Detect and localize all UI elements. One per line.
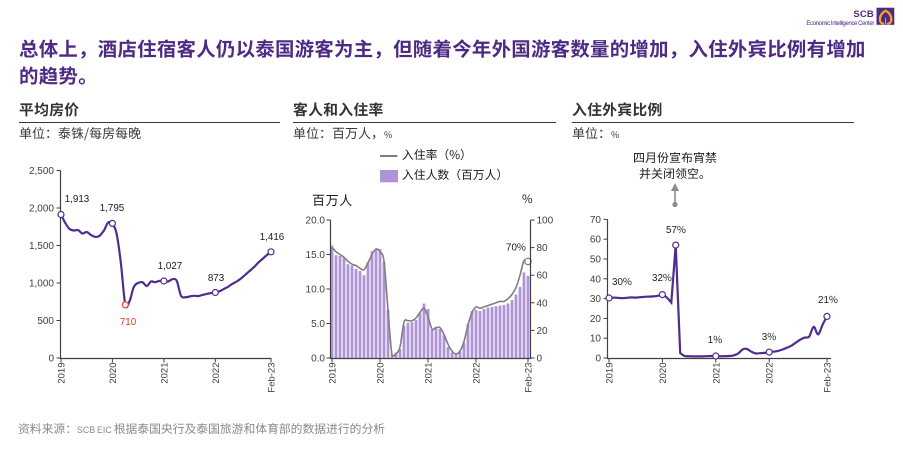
svg-text:0: 0 [48, 350, 54, 365]
svg-text:3%: 3% [762, 329, 776, 343]
svg-text:2021: 2021 [421, 363, 435, 384]
svg-text:2020: 2020 [373, 363, 387, 384]
svg-text:60: 60 [590, 231, 602, 246]
svg-text:0: 0 [537, 350, 543, 365]
svg-text:873: 873 [208, 270, 225, 284]
svg-text:2019: 2019 [325, 363, 339, 384]
svg-text:2020: 2020 [655, 363, 669, 384]
svg-text:1,027: 1,027 [158, 258, 183, 272]
svg-text:80: 80 [537, 239, 549, 254]
svg-text:15.0: 15.0 [306, 246, 326, 261]
svg-text:2019: 2019 [602, 363, 616, 384]
svg-text:2021: 2021 [156, 363, 170, 384]
svg-text:500: 500 [37, 312, 54, 327]
svg-text:70: 70 [590, 211, 602, 226]
svg-text:Feb-23: Feb-23 [521, 363, 535, 393]
svg-text:2022: 2022 [469, 363, 483, 384]
svg-text:10.0: 10.0 [306, 281, 326, 296]
svg-text:710: 710 [120, 314, 137, 328]
svg-text:1,416: 1,416 [260, 229, 285, 243]
svg-text:20: 20 [537, 322, 549, 337]
svg-text:Feb-23: Feb-23 [820, 363, 834, 393]
svg-text:50: 50 [590, 251, 602, 266]
svg-text:2,500: 2,500 [29, 162, 54, 177]
svg-text:10: 10 [590, 330, 602, 345]
svg-text:2022: 2022 [762, 363, 776, 384]
svg-text:Feb-23: Feb-23 [264, 363, 278, 393]
svg-text:30: 30 [590, 290, 602, 305]
svg-text:1,795: 1,795 [100, 200, 125, 214]
svg-text:2020: 2020 [105, 363, 119, 384]
svg-text:1,913: 1,913 [65, 191, 90, 205]
svg-text:1,000: 1,000 [29, 275, 54, 290]
svg-text:40: 40 [537, 294, 549, 309]
svg-text:0: 0 [595, 350, 601, 365]
svg-text:100: 100 [537, 212, 554, 227]
svg-text:2019: 2019 [54, 363, 68, 384]
svg-text:32%: 32% [652, 270, 672, 284]
svg-text:2022: 2022 [208, 363, 222, 384]
svg-text:1%: 1% [708, 332, 722, 346]
svg-text:0.0: 0.0 [311, 350, 325, 365]
svg-text:70%: 70% [506, 240, 526, 254]
svg-text:2,000: 2,000 [29, 200, 54, 215]
svg-text:20.0: 20.0 [306, 212, 326, 227]
svg-text:30%: 30% [612, 274, 632, 288]
svg-text:40: 40 [590, 270, 602, 285]
svg-text:2021: 2021 [708, 363, 722, 384]
svg-text:60: 60 [537, 267, 549, 282]
svg-text:1,500: 1,500 [29, 237, 54, 252]
svg-text:5.0: 5.0 [311, 315, 325, 330]
svg-text:20: 20 [590, 310, 602, 325]
svg-text:21%: 21% [818, 292, 838, 306]
svg-text:57%: 57% [666, 222, 686, 236]
